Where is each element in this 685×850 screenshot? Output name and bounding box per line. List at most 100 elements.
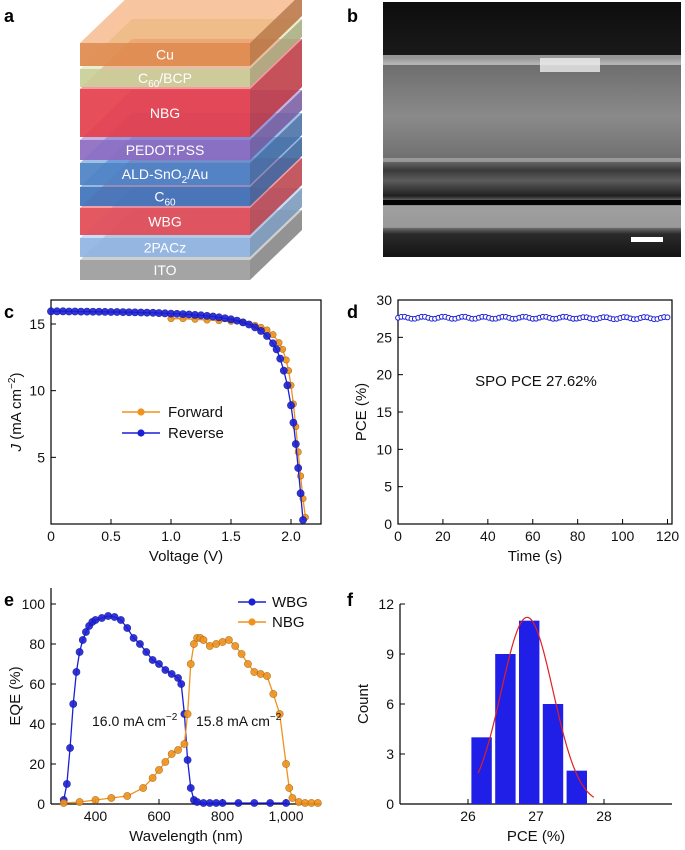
data-point-nbg (161, 758, 170, 766)
panel-label-d: d (347, 302, 358, 322)
x-tick-label: 800 (211, 808, 235, 824)
data-point-wbg (161, 666, 170, 674)
data-point-nbg (167, 750, 176, 758)
x-tick-label: 27 (528, 808, 544, 824)
spo-data-point (664, 314, 671, 321)
data-point-reverse (283, 381, 292, 390)
y-tick-label: 12 (378, 596, 394, 612)
x-axis-title: Wavelength (nm) (129, 828, 243, 845)
x-tick-label: 0.5 (101, 528, 121, 544)
x-tick-label: 1,000 (269, 808, 304, 824)
data-point-nbg (186, 660, 195, 668)
y-tick-label: 20 (376, 367, 392, 383)
y-tick-label: 0 (37, 796, 45, 812)
data-point-reverse (276, 354, 285, 363)
x-tick-label: 0 (394, 528, 402, 544)
x-tick-label: 60 (525, 528, 541, 544)
data-point-reverse (296, 489, 305, 498)
data-point-nbg (183, 710, 192, 718)
panel-label-e: e (4, 590, 14, 610)
legend-marker (137, 408, 145, 416)
scale-bar (631, 237, 663, 242)
y-tick-label: 80 (29, 636, 45, 652)
y-tick-label: 60 (29, 676, 45, 692)
y-tick-label: 5 (384, 479, 392, 495)
plot-frame (397, 299, 673, 525)
panel-label-a: a (4, 6, 15, 26)
x-tick-label: 26 (460, 808, 476, 824)
x-tick-label: 0 (47, 528, 55, 544)
stack-layer-cu: Cu (80, 0, 302, 66)
data-point-nbg (107, 794, 116, 802)
x-tick-label: 80 (570, 528, 586, 544)
y-tick-label: 20 (29, 756, 45, 772)
data-point-reverse (299, 516, 307, 524)
data-point-wbg (148, 656, 157, 664)
y-tick-label: 0 (386, 796, 394, 812)
x-axis-title: Time (s) (508, 548, 562, 565)
data-point-reverse (294, 464, 303, 472)
y-tick-label: 5 (37, 449, 45, 465)
y-tick-label: 15 (376, 404, 392, 420)
data-point-wbg (266, 799, 275, 807)
data-point-wbg (186, 784, 195, 792)
y-tick-label: 3 (386, 746, 394, 762)
x-axis-title: Voltage (V) (149, 548, 223, 565)
histogram-bar (471, 737, 492, 804)
data-point-reverse (289, 418, 298, 427)
data-point-nbg (123, 792, 132, 800)
data-point-wbg (183, 756, 192, 764)
data-point-wbg (136, 640, 144, 648)
data-point-nbg (199, 636, 208, 644)
legend-label-forward: Forward (168, 404, 223, 421)
data-point-nbg (180, 740, 189, 748)
stack-layer-label: WBG (148, 214, 181, 230)
data-point-nbg (288, 794, 297, 802)
legend-marker (248, 618, 256, 626)
data-point-nbg (139, 784, 148, 792)
data-point-nbg (75, 798, 84, 806)
x-tick-label: 40 (480, 528, 496, 544)
legend-label-wbg: WBG (272, 594, 308, 611)
series-line-wbg (63, 615, 287, 804)
stack-layer-label: NBG (150, 105, 180, 121)
data-point-wbg (104, 612, 113, 620)
panel-label-f: f (347, 590, 354, 610)
y-tick-label: 15 (29, 316, 45, 332)
data-point-wbg (72, 668, 81, 676)
data-point-reverse (287, 401, 295, 410)
legend-label-nbg: NBG (272, 614, 305, 631)
legend-marker (248, 598, 256, 606)
data-point-nbg (174, 746, 182, 754)
y-tick-label: 10 (29, 383, 45, 399)
x-tick-label: 600 (147, 808, 171, 824)
data-point-wbg (250, 799, 259, 807)
data-point-reverse (263, 332, 271, 340)
y-tick-label: 30 (376, 292, 392, 308)
data-point-wbg (155, 660, 163, 668)
y-tick-label: 9 (386, 646, 394, 662)
jsc-annotation: 15.8 mA cm−2 (196, 712, 282, 729)
stack-layer-label: Cu (156, 47, 174, 63)
x-tick-label: 20 (435, 528, 451, 544)
spo-stability-chart: 0 20 40 60 80 100 120 0 5 10 15 20 25 30 Time (s) PCE (… (353, 292, 679, 565)
data-point-nbg (190, 640, 198, 648)
pce-histogram-chart: 26 27 28 0 3 6 9 12 PCE (%) Count (355, 596, 672, 845)
data-point-wbg (69, 700, 78, 708)
stack-layer-label: ALD-SnO2/Au (122, 166, 209, 186)
y-tick-label: 25 (376, 329, 392, 345)
legend-marker (137, 429, 145, 437)
x-tick-label: 100 (611, 528, 635, 544)
data-point-wbg (123, 624, 132, 632)
data-point-wbg (75, 648, 84, 656)
spo-annotation: SPO PCE 27.62% (475, 373, 597, 390)
data-point-wbg (234, 799, 243, 807)
data-point-wbg (193, 798, 202, 806)
x-tick-label: 2.0 (281, 528, 301, 544)
histogram-bar (542, 704, 564, 804)
data-point-nbg (282, 760, 290, 768)
data-point-nbg (263, 672, 271, 680)
data-point-reverse (279, 366, 288, 375)
stack-layer-label: ITO (153, 262, 176, 278)
data-point-wbg (174, 674, 182, 682)
